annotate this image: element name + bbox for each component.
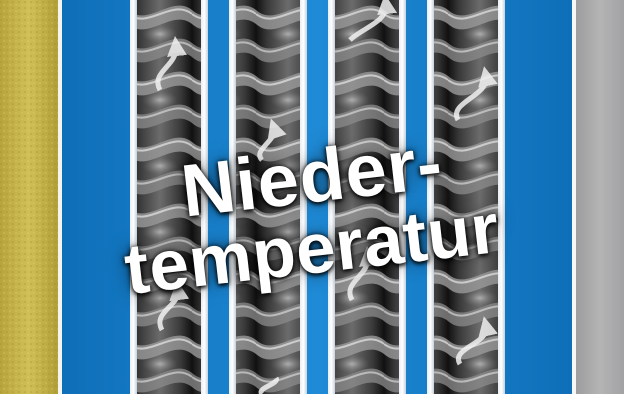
heating-pipe-1: [130, 0, 208, 394]
heating-pipe-2: [229, 0, 307, 394]
heating-pipe-4: [427, 0, 505, 394]
gray-layer: [576, 0, 624, 394]
heating-pipe-3: [328, 0, 406, 394]
